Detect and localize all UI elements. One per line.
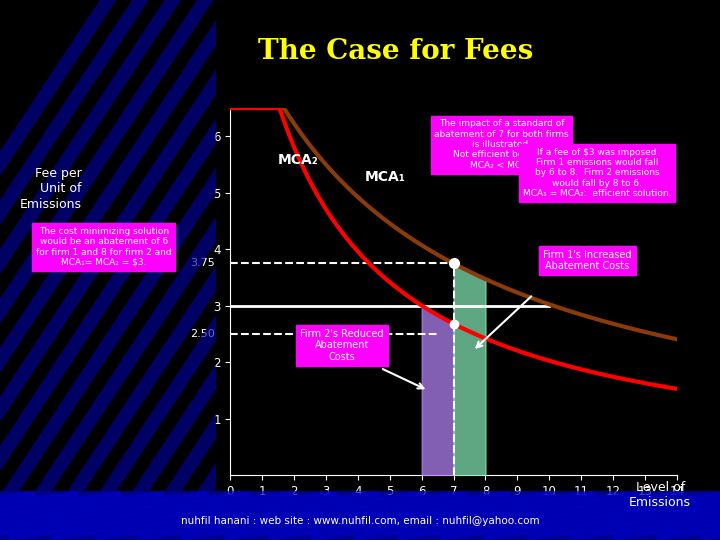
- Text: Firm 1's Increased
Abatement Costs: Firm 1's Increased Abatement Costs: [544, 249, 631, 271]
- Text: MCA₁: MCA₁: [364, 171, 405, 185]
- Text: Level of
Emissions: Level of Emissions: [629, 481, 691, 509]
- Text: 3.75: 3.75: [189, 258, 215, 268]
- Text: MCA₂: MCA₂: [278, 153, 319, 167]
- Text: nuhfil hanani : web site : www.nuhfil.com, email : nuhfil@yahoo.com: nuhfil hanani : web site : www.nuhfil.co…: [181, 516, 539, 526]
- Text: The cost minimizing solution
would be an abatement of 6
for firm 1 and 8 for fir: The cost minimizing solution would be an…: [36, 227, 171, 267]
- Text: The impact of a standard of
abatement of 7 for both firms
is illustrated.
Not ef: The impact of a standard of abatement of…: [434, 119, 569, 170]
- Text: The Case for Fees: The Case for Fees: [258, 38, 534, 65]
- Text: 2.50: 2.50: [189, 329, 215, 339]
- Text: Fee per
Unit of
Emissions: Fee per Unit of Emissions: [19, 167, 81, 211]
- Text: Firm 2's Reduced
Abatement
Costs: Firm 2's Reduced Abatement Costs: [300, 329, 384, 362]
- Text: If a fee of $3 was imposed
Firm 1 emissions would fall
by 6 to 8.  Firm 2 emissi: If a fee of $3 was imposed Firm 1 emissi…: [523, 147, 671, 198]
